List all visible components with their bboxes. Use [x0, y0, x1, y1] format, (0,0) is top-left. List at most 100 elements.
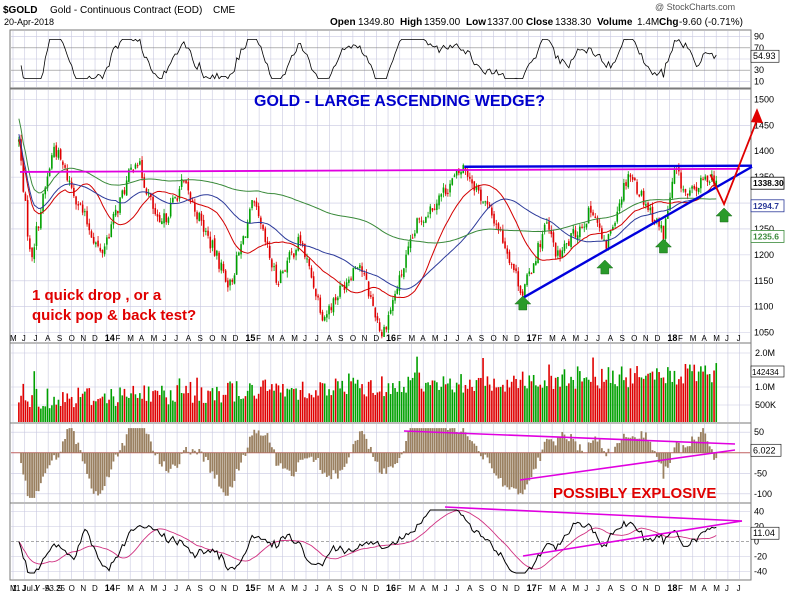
volume-bar: [95, 401, 97, 422]
candle-body: [484, 201, 487, 203]
volume-bar: [44, 406, 47, 422]
month-label-bottom: A: [561, 584, 567, 593]
volume-bar: [625, 377, 627, 422]
candle-body: [271, 259, 273, 268]
volume-bar: [684, 363, 687, 422]
candle-body: [222, 263, 225, 272]
volume-bar: [200, 387, 203, 422]
candle-body: [691, 186, 693, 189]
volume-bar: [524, 385, 526, 422]
volume-bar: [383, 396, 385, 422]
price-tick: 1150: [754, 276, 773, 286]
volume-bar: [488, 384, 491, 422]
volume-bar: [326, 395, 328, 422]
candle-body: [689, 190, 691, 196]
month-label: D: [92, 334, 98, 343]
price-last-label: 1294.7: [753, 201, 779, 211]
volume-bar: [79, 397, 82, 422]
volume-bar: [526, 388, 528, 422]
volume-bar: [334, 378, 337, 422]
month-label-bottom: F: [537, 584, 542, 593]
volume-bar: [356, 379, 359, 422]
candle-body: [603, 239, 605, 241]
osc-tick: 20: [754, 522, 764, 532]
candle-body: [598, 223, 601, 228]
volume-bar: [543, 380, 546, 422]
month-label-bottom: S: [619, 584, 624, 593]
candle-body: [277, 283, 280, 285]
volume-bar: [286, 388, 289, 422]
candle-body: [398, 275, 401, 291]
volume-bar: [689, 364, 691, 422]
volume-bar: [343, 391, 346, 422]
candle-body: [246, 221, 249, 239]
rsi-last-label: 54.93: [753, 51, 776, 61]
candle-body: [374, 307, 377, 318]
volume-bar: [66, 393, 69, 422]
volume-bar: [189, 381, 192, 422]
volume-bar: [260, 386, 262, 422]
month-label-bottom: 18: [667, 583, 677, 593]
volume-bar: [235, 381, 238, 422]
candle-body: [671, 181, 674, 198]
volume-bar: [440, 386, 443, 422]
volume-bar: [579, 371, 581, 422]
volume-bar: [161, 385, 163, 422]
candle-body: [418, 218, 421, 220]
volume-bar: [506, 379, 509, 422]
volume-bar: [464, 384, 467, 422]
volume-bar: [656, 368, 658, 422]
volume-bar: [513, 375, 515, 422]
rsi-line: [20, 38, 717, 80]
candle-body: [552, 232, 555, 243]
bottom-left-label: 11 Jul Y -53.25: [12, 584, 65, 593]
month-label-bottom: 15: [245, 583, 255, 593]
month-label-bottom: A: [608, 584, 614, 593]
candle-body: [510, 263, 513, 265]
volume-bar: [143, 385, 146, 422]
candle-body: [638, 194, 641, 197]
candle-body: [260, 217, 262, 225]
note-line-1: 1 quick drop , or a: [32, 287, 162, 304]
volume-bar: [559, 386, 561, 422]
candle-body: [286, 260, 289, 273]
volume-bar: [73, 407, 75, 422]
month-label-bottom: D: [373, 584, 379, 593]
month-label-bottom: M: [151, 584, 158, 593]
candle-body: [449, 183, 451, 193]
candle-body: [121, 190, 124, 198]
volume-bar: [653, 379, 656, 422]
candle-body: [352, 268, 355, 281]
month-label: F: [537, 334, 542, 343]
candle-body: [634, 178, 636, 181]
month-label: O: [209, 334, 215, 343]
volume-bar: [636, 366, 638, 422]
candle-body: [185, 180, 187, 183]
month-label: F: [256, 334, 261, 343]
month-label: M: [151, 334, 158, 343]
volume-bar: [191, 402, 194, 422]
volume-bar: [251, 384, 253, 422]
candle-body: [620, 199, 623, 205]
volume-bar: [497, 387, 500, 422]
candle-body: [363, 273, 366, 275]
candle-body: [453, 175, 456, 177]
month-label: A: [186, 334, 192, 343]
month-label: D: [655, 334, 661, 343]
volume-bar: [693, 364, 696, 422]
hist-lower-trend: [519, 449, 736, 481]
candle-body: [365, 273, 368, 280]
candle-body: [95, 242, 97, 245]
month-label-bottom: J: [444, 584, 448, 593]
volume-bar: [396, 391, 399, 422]
close-value: 1338.30: [555, 17, 592, 28]
candle-body: [607, 234, 610, 250]
volume-bar: [532, 374, 535, 422]
candle-body: [290, 251, 293, 253]
candle-body: [486, 201, 489, 205]
candle-body: [299, 235, 302, 243]
candle-body: [235, 255, 238, 275]
candle-body: [40, 211, 42, 229]
candle-body: [524, 284, 526, 298]
volume-bar: [207, 390, 209, 422]
